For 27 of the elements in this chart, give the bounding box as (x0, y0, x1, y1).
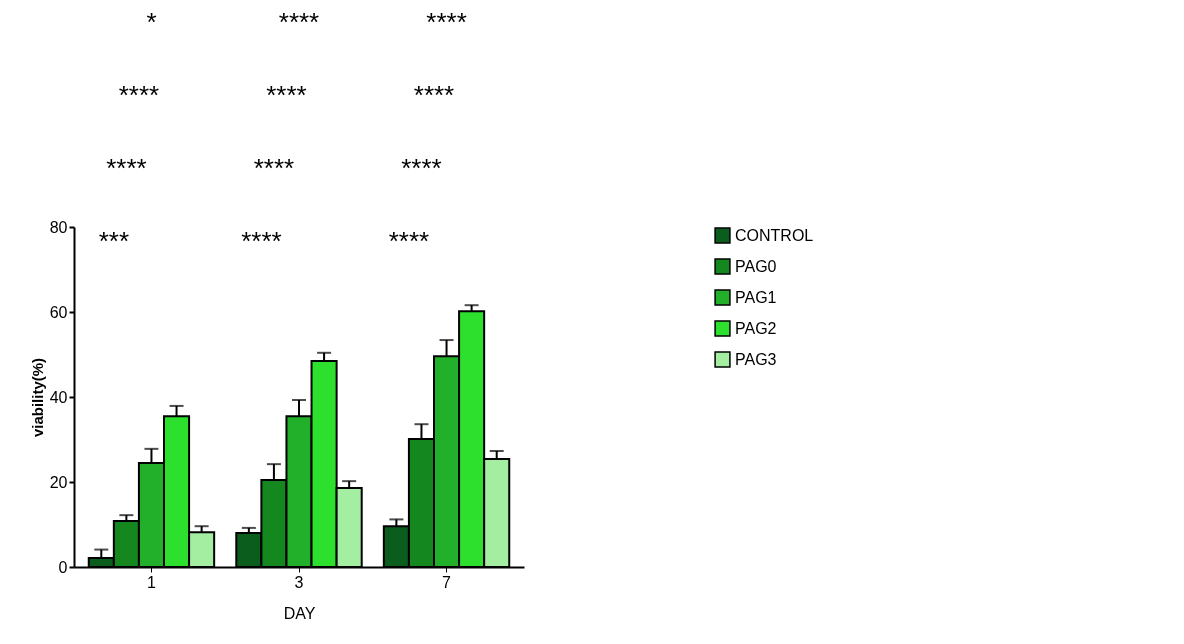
legend-label: PAG2 (735, 319, 777, 337)
legend-label: PAG3 (735, 350, 777, 368)
y-tick-label: 80 (49, 218, 68, 236)
annotation: *** (98, 226, 130, 256)
text: **** (266, 80, 307, 110)
x-tick-label: 1 (147, 573, 157, 591)
text: **** (401, 153, 442, 183)
text: **** (278, 7, 320, 37)
text: **** (253, 153, 295, 183)
text: **** (118, 80, 160, 110)
x-tick-label: 7 (442, 573, 452, 591)
text: **** (106, 153, 147, 183)
text: **** (426, 7, 467, 37)
y-tick-label: 0 (58, 558, 68, 576)
text: * (146, 7, 157, 37)
legend-label: PAG0 (735, 257, 777, 275)
y-axis-title: viability(%) (28, 357, 46, 438)
legend-label: CONTROL (735, 226, 814, 244)
annotation: **** (241, 226, 282, 256)
annotation: **** (388, 226, 430, 256)
x-axis-title: DAY (283, 604, 316, 622)
y-tick-label: 40 (49, 388, 68, 406)
y-tick-label: 20 (49, 473, 68, 491)
y-tick-label: 60 (49, 303, 68, 321)
text: **** (413, 80, 455, 110)
legend-label: PAG1 (735, 288, 777, 306)
x-tick-label: 3 (294, 573, 304, 591)
